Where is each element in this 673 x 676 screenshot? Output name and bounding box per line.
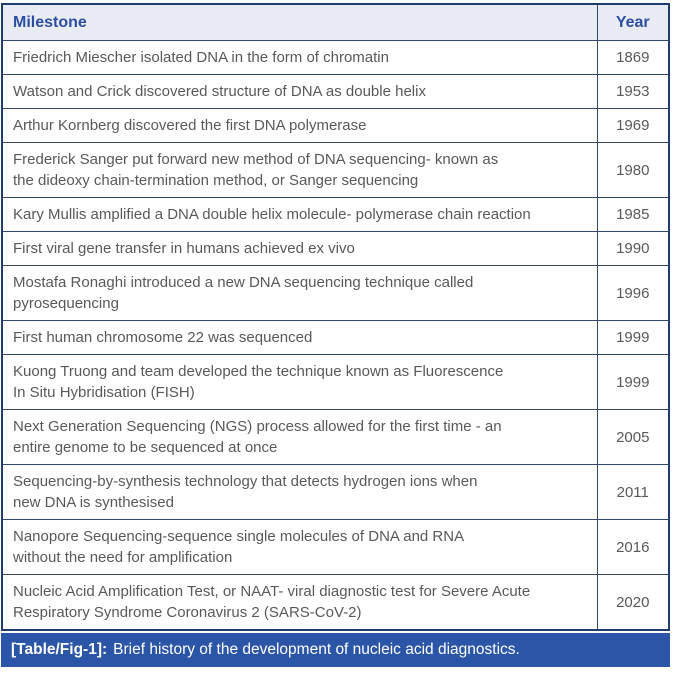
header-row: Milestone Year	[1, 3, 670, 41]
table-row: Friedrich Miescher isolated DNA in the f…	[1, 40, 670, 75]
table-row: Nucleic Acid Amplification Test, or NAAT…	[1, 574, 670, 631]
table-row: First viral gene transfer in humans achi…	[1, 231, 670, 266]
milestones-table: Milestone Year Friedrich Miescher isolat…	[1, 3, 670, 631]
milestone-cell: Next Generation Sequencing (NGS) process…	[1, 409, 598, 465]
table-row: Next Generation Sequencing (NGS) process…	[1, 409, 670, 465]
table-row: Nanopore Sequencing-sequence single mole…	[1, 519, 670, 575]
milestone-cell: Arthur Kornberg discovered the first DNA…	[1, 108, 598, 143]
milestone-cell: First human chromosome 22 was sequenced	[1, 320, 598, 355]
table-row: Mostafa Ronaghi introduced a new DNA seq…	[1, 265, 670, 321]
table-caption: [Table/Fig-1]: Brief history of the devel…	[1, 633, 670, 667]
year-cell: 1985	[596, 197, 670, 232]
year-cell: 2020	[596, 574, 670, 631]
caption-label: [Table/Fig-1]:	[11, 641, 108, 658]
year-cell: 2016	[596, 519, 670, 575]
table-row: Frederick Sanger put forward new method …	[1, 142, 670, 198]
year-cell: 1869	[596, 40, 670, 75]
column-header-milestone: Milestone	[1, 3, 598, 41]
milestone-cell: Mostafa Ronaghi introduced a new DNA seq…	[1, 265, 598, 321]
milestone-cell: Kary Mullis amplified a DNA double helix…	[1, 197, 598, 232]
milestone-cell: Nanopore Sequencing-sequence single mole…	[1, 519, 598, 575]
milestone-cell: Nucleic Acid Amplification Test, or NAAT…	[1, 574, 598, 631]
year-cell: 2011	[596, 464, 670, 520]
table-row: Watson and Crick discovered structure of…	[1, 74, 670, 109]
year-cell: 1999	[596, 320, 670, 355]
milestone-cell: Friedrich Miescher isolated DNA in the f…	[1, 40, 598, 75]
column-header-year: Year	[596, 3, 670, 41]
year-cell: 1969	[596, 108, 670, 143]
milestone-cell: Frederick Sanger put forward new method …	[1, 142, 598, 198]
table-row: Kary Mullis amplified a DNA double helix…	[1, 197, 670, 232]
year-cell: 2005	[596, 409, 670, 465]
year-cell: 1996	[596, 265, 670, 321]
table-row: Arthur Kornberg discovered the first DNA…	[1, 108, 670, 143]
milestone-cell: Kuong Truong and team developed the tech…	[1, 354, 598, 410]
table-row: First human chromosome 22 was sequenced …	[1, 320, 670, 355]
year-cell: 1999	[596, 354, 670, 410]
milestone-cell: Watson and Crick discovered structure of…	[1, 74, 598, 109]
table-row: Kuong Truong and team developed the tech…	[1, 354, 670, 410]
year-cell: 1953	[596, 74, 670, 109]
caption-text: Brief history of the development of nucl…	[113, 641, 520, 658]
milestone-cell: First viral gene transfer in humans achi…	[1, 231, 598, 266]
year-cell: 1990	[596, 231, 670, 266]
milestone-cell: Sequencing-by-synthesis technology that …	[1, 464, 598, 520]
table-row: Sequencing-by-synthesis technology that …	[1, 464, 670, 520]
year-cell: 1980	[596, 142, 670, 198]
